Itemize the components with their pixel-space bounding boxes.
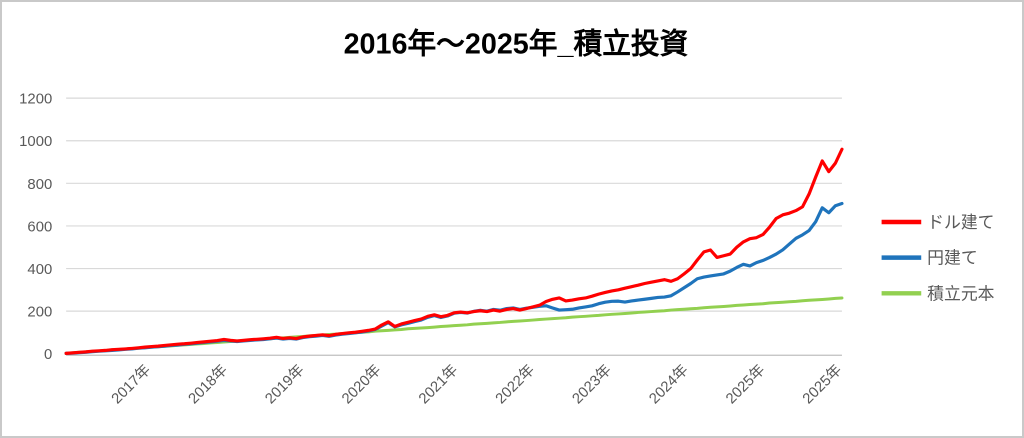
x-axis-tick-label: 2020年 <box>339 361 385 407</box>
x-axis-labels: 2017年 2018年 2019年 2020年 2021年 2022年 2023年 2024年… <box>108 361 845 407</box>
x-axis-tick-label: 2023年 <box>569 361 615 407</box>
x-axis-tick-label: 2025年 <box>799 361 845 407</box>
legend-item-label: ドル建て <box>927 213 994 232</box>
x-axis-tick-label: 2021年 <box>415 361 461 407</box>
x-axis-tick-label: 2024年 <box>646 361 692 407</box>
chart-title: 2016年～2025年_積立投資 <box>344 28 689 61</box>
x-axis-tick-label: 2017年 <box>108 361 154 407</box>
x-axis-tick-label: 2018年 <box>185 361 231 407</box>
x-axis-tick-label: 2025年 <box>723 361 769 407</box>
legend-item-label: 円建て <box>927 249 977 268</box>
x-axis-tick-label: 2022年 <box>492 361 538 407</box>
legend-item-label: 積立元本 <box>927 284 994 303</box>
y-axis-tick-label: 0 <box>44 347 52 363</box>
series-line-usd <box>64 147 844 355</box>
gridlines <box>66 97 842 356</box>
y-axis-tick-label: 1200 <box>19 92 52 108</box>
series-lines <box>64 147 844 355</box>
x-axis-tick-label: 2019年 <box>262 361 308 407</box>
y-axis-tick-label: 600 <box>27 219 52 235</box>
y-axis-tick-label: 200 <box>27 305 52 321</box>
y-axis-tick-label: 800 <box>27 177 52 193</box>
y-axis-tick-label: 400 <box>27 262 52 278</box>
y-axis-tick-label: 1000 <box>19 134 52 150</box>
y-axis-labels: 0 200 400 600 800 1000 1200 <box>19 92 52 364</box>
